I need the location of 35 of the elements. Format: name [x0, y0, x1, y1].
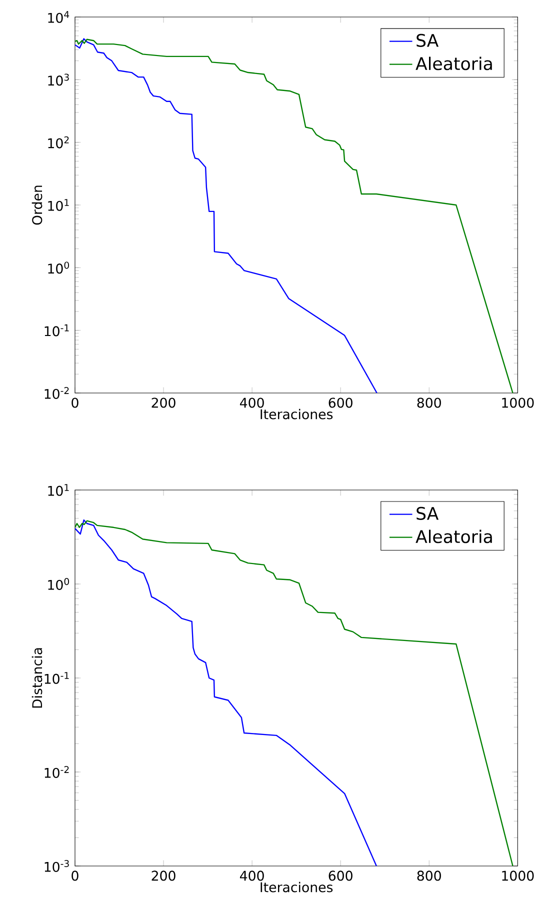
legend-label: SA [416, 34, 439, 47]
x-tick-label: 200 [152, 870, 176, 881]
y-tick-label: 10$^{-2}$ [44, 387, 69, 399]
legend-label: SA [416, 506, 439, 520]
x-tick-label: 1000 [502, 398, 534, 408]
line-series [74, 520, 514, 866]
line-series [74, 38, 378, 393]
x-tick-label: 400 [240, 870, 264, 881]
x-tick-label: 600 [328, 398, 352, 408]
y-axis-title: Orden [32, 186, 42, 225]
x-axis-title: Iteraciones [260, 408, 333, 420]
y-tick-label: 10$^{2}$ [48, 136, 69, 148]
x-tick-label: 0 [72, 870, 78, 881]
x-tick-label: 0 [72, 398, 78, 408]
legend-label: Aleatoria [416, 56, 492, 70]
x-tick-label: 200 [152, 398, 176, 408]
x-tick-label: 400 [240, 398, 264, 408]
y-tick-label: 10$^{1}$ [48, 199, 69, 211]
y-tick-label: 10$^{1}$ [48, 484, 69, 496]
y-tick-label: 10$^{0}$ [48, 262, 69, 274]
x-axis-title: Iteraciones [260, 882, 333, 892]
legend-label: Aleatoria [416, 530, 492, 544]
x-tick-label: 600 [328, 870, 352, 881]
x-tick-label: 800 [417, 870, 441, 881]
y-tick-label: 10$^{-1}$ [44, 324, 69, 336]
y-tick-label: 10$^{-3}$ [44, 860, 69, 872]
y-tick-label: 10$^{0}$ [48, 578, 69, 590]
y-tick-label: 10$^{-2}$ [44, 766, 69, 778]
y-tick-label: 10$^{3}$ [48, 74, 69, 86]
y-tick-label: 10$^{-1}$ [44, 672, 69, 684]
line-series [74, 519, 378, 866]
x-tick-label: 800 [417, 398, 441, 408]
x-tick-label: 1000 [502, 870, 534, 881]
y-axis-title: Distancia [32, 648, 42, 708]
y-tick-label: 10$^{4}$ [48, 11, 70, 23]
